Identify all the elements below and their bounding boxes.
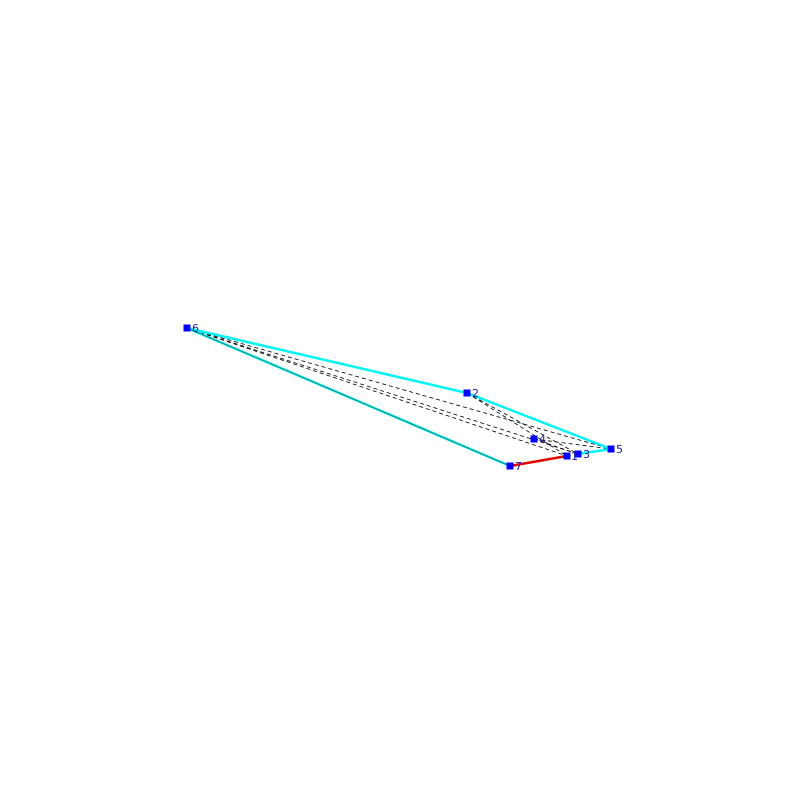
vertices (183, 324, 615, 470)
internal-edges (186, 327, 612, 457)
vertex-labels: 1 2 3 4 5 6 7 (192, 322, 623, 473)
vertex-marker-6 (183, 324, 191, 332)
vertex-label-2: 2 (472, 387, 479, 400)
vertex-label-4: 4 (539, 433, 546, 446)
hull-edge-6-2 (186, 326, 468, 395)
vertex-label-7: 7 (515, 460, 522, 473)
hull-edge-5-3 (577, 447, 612, 456)
vertex-marker-1 (563, 452, 571, 460)
internal-edge-2-1 (466, 392, 568, 457)
internal-edge-2-3 (466, 392, 579, 455)
highlight-edge-7-1 (509, 454, 568, 468)
vertex-marker-2 (463, 389, 471, 397)
hull-edges (186, 326, 612, 468)
internal-edge-6-5 (186, 327, 612, 450)
hull-edge-2-5 (466, 391, 612, 451)
internal-edge-4-3 (533, 438, 579, 455)
vertex-label-1: 1 (571, 450, 578, 463)
hull-edge-6-7-inner (186, 327, 511, 467)
vertex-marker-4 (530, 435, 538, 443)
vertex-label-3: 3 (583, 448, 590, 461)
vertex-label-5: 5 (616, 443, 623, 456)
vertex-marker-7 (506, 462, 514, 470)
internal-edge-6-1 (186, 327, 568, 457)
vertex-marker-3 (574, 450, 582, 458)
vertex-label-6: 6 (192, 322, 199, 335)
highlight-edges (509, 454, 568, 468)
vertex-marker-5 (607, 445, 615, 453)
internal-edge-6-3 (186, 327, 579, 455)
internal-edge-4-5 (533, 438, 612, 450)
